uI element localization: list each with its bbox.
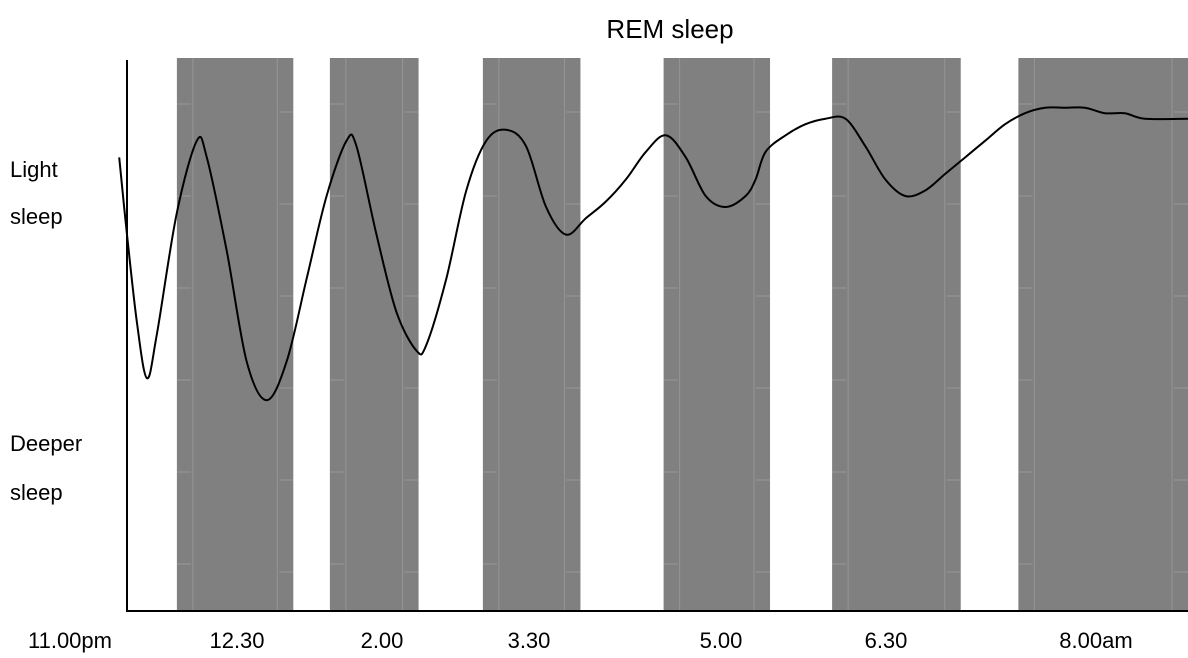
rem-band bbox=[176, 58, 294, 610]
y-label-deep-2: sleep bbox=[10, 480, 63, 505]
rem-band-rect bbox=[482, 58, 581, 610]
rem-band bbox=[832, 58, 961, 610]
x-tick-label: 12.30 bbox=[209, 628, 264, 653]
x-tick-label: 11.00pm bbox=[28, 628, 112, 653]
rem-band-rect bbox=[329, 58, 419, 610]
rem-band-rect bbox=[176, 58, 294, 610]
rem-band-rect bbox=[832, 58, 961, 610]
x-tick-label: 8.00am bbox=[1059, 628, 1132, 653]
x-tick-label: 3.30 bbox=[508, 628, 551, 653]
rem-bands bbox=[176, 58, 1188, 610]
chart-title: REM sleep bbox=[606, 14, 733, 44]
x-tick-label: 2.00 bbox=[361, 628, 404, 653]
rem-band bbox=[329, 58, 419, 610]
rem-band bbox=[663, 58, 771, 610]
rem-band-rect bbox=[1018, 58, 1188, 610]
rem-band bbox=[482, 58, 581, 610]
sleep-depth-line bbox=[118, 106, 1188, 402]
x-tick-label: 6.30 bbox=[865, 628, 908, 653]
y-label-light-2: sleep bbox=[10, 204, 63, 229]
rem-band bbox=[1018, 58, 1188, 610]
y-label-deep-1: Deeper bbox=[10, 431, 82, 456]
x-tick-labels: 11.00pm 12.30 2.00 3.30 5.00 6.30 8.00am bbox=[28, 628, 1133, 653]
y-label-light-1: Light bbox=[10, 157, 58, 182]
x-tick-label: 5.00 bbox=[700, 628, 743, 653]
